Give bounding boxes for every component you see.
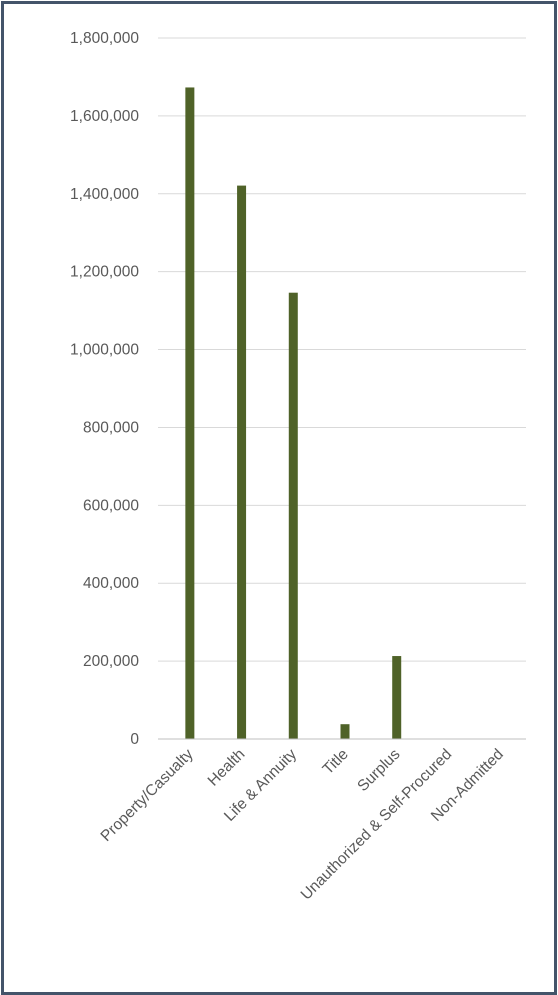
bar-health [237, 185, 247, 740]
y-tick-label: 1,800,000 [70, 30, 139, 47]
y-tick-label: 200,000 [83, 653, 139, 670]
y-tick-label: 1,600,000 [70, 108, 139, 125]
y-tick-label: 0 [130, 731, 139, 748]
bar-surplus [392, 656, 402, 739]
x-category-label: Title [320, 746, 352, 778]
x-category-label: Health [205, 746, 249, 790]
bars [185, 87, 402, 740]
bar-title [340, 724, 350, 739]
y-tick-label: 600,000 [83, 497, 139, 514]
gridlines [158, 37, 526, 662]
y-tick-label: 1,400,000 [70, 186, 139, 203]
y-tick-label: 800,000 [83, 419, 139, 436]
y-tick-label: 1,200,000 [70, 264, 139, 281]
bar-property-casualty [185, 87, 195, 739]
y-tick-label: 1,000,000 [70, 342, 139, 359]
x-category-label: Surplus [354, 746, 403, 795]
bar-life-annuity [288, 292, 298, 739]
x-category-label: Property/Casualty [98, 746, 197, 845]
y-axis-ticks: 0 200,000 400,000 600,000 800,000 1,000,000 1,… [70, 30, 139, 748]
y-tick-label: 400,000 [83, 575, 139, 592]
